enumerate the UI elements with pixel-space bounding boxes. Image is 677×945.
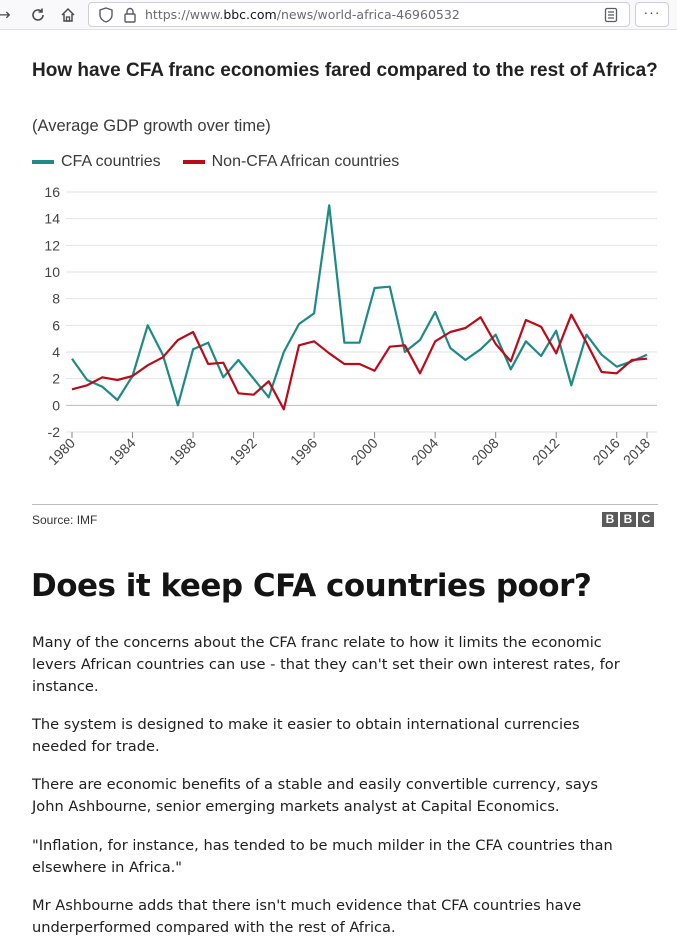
x-tick-label: 1996 (287, 435, 320, 468)
y-tick-label: 16 (44, 184, 60, 200)
series-line-cfa (71, 204, 648, 407)
legend-item-cfa: CFA countries (32, 153, 161, 171)
bbc-logo-letter: B (620, 512, 636, 527)
y-tick-label: 4 (52, 344, 60, 360)
reload-icon[interactable] (26, 3, 50, 27)
x-tick-label: 2000 (347, 435, 380, 468)
home-icon[interactable] (56, 3, 80, 27)
y-tick-label: 10 (44, 264, 60, 280)
url-text[interactable]: https://www.bbc.com/news/world-africa-46… (145, 7, 460, 22)
article-paragraph: "Inflation, for instance, has tended to … (32, 837, 613, 876)
y-tick-label: 0 (52, 397, 60, 413)
chart-source: Source: IMF (32, 513, 98, 527)
legend-label-non-cfa: Non-CFA African countries (211, 153, 400, 170)
article-headline: Does it keep CFA countries poor? (31, 568, 592, 604)
url-domain: bbc.com (223, 7, 277, 22)
back-arrow-icon[interactable]: → (0, 5, 11, 24)
bbc-logo-letter: C (638, 512, 654, 527)
legend-swatch-non-cfa (182, 160, 205, 164)
article-paragraph: Many of the concerns about the CFA franc… (32, 634, 620, 695)
bbc-logo: B B C (602, 512, 656, 527)
x-tick-label: 1984 (105, 435, 138, 468)
article-paragraph: There are economic benefits of a stable … (32, 776, 599, 815)
y-tick-label: 2 (52, 371, 60, 387)
series-line-non-cfa (71, 313, 648, 411)
x-tick-label: 1988 (166, 435, 199, 468)
chart-legend: CFA countries Non-CFA African countries (32, 153, 421, 171)
shield-icon[interactable] (97, 6, 115, 24)
legend-swatch-cfa (32, 160, 54, 164)
chart-title: How have CFA franc economies fared compa… (32, 60, 658, 81)
reader-view-icon[interactable] (603, 7, 619, 23)
x-tick-label: 2008 (468, 435, 501, 468)
y-tick-label: 8 (52, 291, 60, 307)
page-actions-menu-button[interactable]: ··· (635, 2, 669, 27)
y-tick-label: 14 (44, 211, 60, 227)
lock-icon[interactable] (121, 6, 139, 24)
browser-toolbar: → https://www.bbc.com/news/world-africa-… (0, 0, 677, 30)
article-paragraph: Mr Ashbourne adds that there isn't much … (32, 897, 582, 936)
x-tick-label: 2012 (529, 435, 562, 468)
x-tick-label: 1992 (226, 435, 259, 468)
legend-label-cfa: CFA countries (61, 153, 161, 170)
chart-subtitle: (Average GDP growth over time) (32, 117, 271, 135)
bbc-logo-letter: B (602, 512, 618, 527)
y-tick-label: -2 (48, 424, 61, 440)
article-paragraph: The system is designed to make it easier… (32, 716, 580, 755)
url-scheme: https://www. (145, 7, 224, 22)
x-tick-label: 2018 (620, 435, 653, 468)
y-tick-label: 12 (44, 237, 60, 253)
y-tick-label: 6 (52, 317, 60, 333)
url-bar[interactable]: https://www.bbc.com/news/world-africa-46… (88, 2, 630, 27)
url-path: /news/world-africa-46960532 (276, 7, 460, 22)
x-tick-label: 2016 (590, 435, 623, 468)
chart-divider (32, 504, 658, 505)
legend-item-non-cfa: Non-CFA African countries (182, 153, 400, 171)
x-tick-label: 2004 (408, 435, 441, 468)
